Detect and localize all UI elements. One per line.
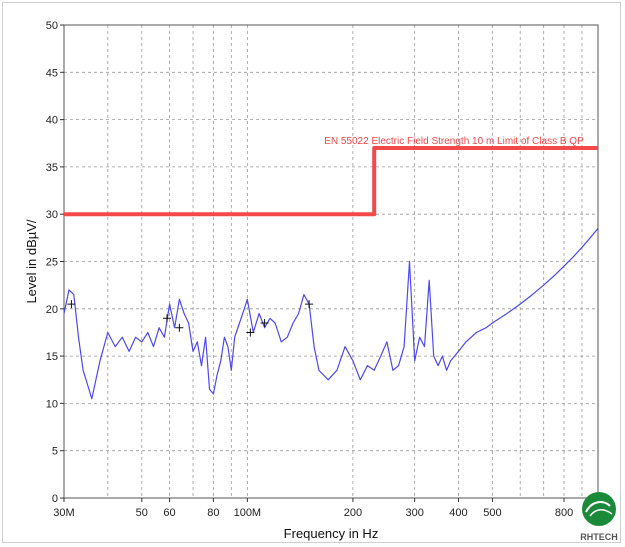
x-tick-label: 60: [163, 507, 175, 519]
y-tick-label: 25: [46, 257, 58, 269]
x-axis-ticks: 30M 50 60 80 100M 200 300 400 500 800: [53, 498, 573, 519]
x-tick-label: 200: [344, 507, 362, 519]
x-tick-label: 800: [555, 507, 573, 519]
y-tick-label: 10: [46, 398, 58, 410]
y-tick-label: 20: [46, 304, 58, 316]
logo-swoosh-icon: [585, 501, 611, 513]
limit-line-label: EN 55022 Electric Field Strength 10 m Li…: [324, 136, 584, 147]
x-tick-label: 30M: [53, 507, 74, 519]
x-tick-label: 80: [207, 507, 219, 519]
y-tick-label: 15: [46, 351, 58, 363]
y-axis-title: Level in dBµV/: [24, 219, 39, 303]
logo-swoosh-icon: [589, 509, 613, 517]
x-tick-label: 400: [449, 507, 467, 519]
rhtech-logo: RHTECH: [580, 492, 618, 542]
logo-text: RHTECH: [580, 532, 618, 542]
y-tick-label: 40: [46, 115, 58, 127]
marker-layer: [67, 300, 314, 337]
y-tick-label: 50: [46, 20, 58, 32]
y-tick-label: 5: [52, 446, 58, 458]
y-tick-label: 30: [46, 209, 58, 221]
x-tick-label: 300: [405, 507, 423, 519]
grid: [64, 25, 598, 498]
peak-marker: [162, 314, 171, 323]
x-tick-label: 500: [483, 507, 501, 519]
y-axis-ticks: 0 5 10 15 20 25 30 35 40 45 50: [46, 20, 64, 505]
measurement-line: [63, 228, 599, 400]
x-axis-title: Frequency in Hz: [284, 526, 379, 541]
peak-marker: [175, 323, 184, 332]
peak-marker: [305, 300, 314, 309]
chart-frame: [2, 2, 621, 543]
series-layer: [63, 146, 599, 400]
peak-marker: [260, 318, 269, 327]
x-tick-label: 100M: [234, 507, 262, 519]
y-tick-label: 45: [46, 67, 58, 79]
logo-circle-icon: [582, 492, 616, 526]
y-tick-label: 35: [46, 162, 58, 174]
limit-line: [64, 146, 598, 217]
y-tick-label: 0: [52, 493, 58, 505]
peak-marker: [246, 328, 255, 337]
peak-marker: [67, 300, 76, 309]
x-tick-label: 50: [136, 507, 148, 519]
